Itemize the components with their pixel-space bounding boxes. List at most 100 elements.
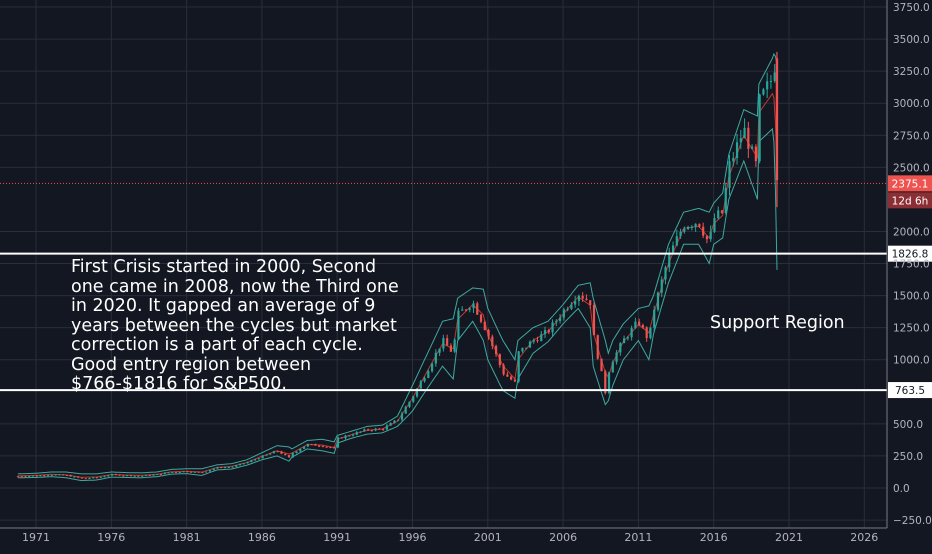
candle-body xyxy=(393,420,396,424)
candle-body xyxy=(656,292,660,310)
candle-body xyxy=(464,309,468,311)
x-tick-label: 1971 xyxy=(22,531,50,544)
candle-body xyxy=(517,351,520,382)
candle-body xyxy=(479,314,483,322)
candle-body xyxy=(366,429,370,431)
candle-body xyxy=(250,460,253,462)
candle-body xyxy=(24,476,27,478)
candle-body xyxy=(528,341,532,348)
y-tick-label: 3500.0 xyxy=(893,34,930,46)
candle-body xyxy=(724,187,727,213)
candle-body xyxy=(148,475,151,477)
candle-body xyxy=(638,321,641,326)
candle-body xyxy=(318,445,321,447)
candle-body xyxy=(622,338,626,344)
candle-body xyxy=(754,146,757,162)
candle-body xyxy=(705,235,709,240)
candle-body xyxy=(77,476,80,478)
candle-body xyxy=(144,475,148,477)
candle-body xyxy=(675,236,678,246)
candle-body xyxy=(430,363,434,372)
candle-body xyxy=(498,354,501,366)
candle-body xyxy=(540,334,543,342)
candle-body xyxy=(615,352,618,363)
candle-body xyxy=(84,478,87,480)
candle-body xyxy=(378,428,381,430)
candle-body xyxy=(769,80,773,82)
candle-body xyxy=(208,469,212,472)
candle-body xyxy=(570,304,573,309)
candle-body xyxy=(743,127,746,139)
candle-body xyxy=(412,396,415,402)
candle-body xyxy=(589,300,592,306)
support-level-tag xyxy=(888,245,932,262)
candle-body xyxy=(758,94,761,162)
candle-body xyxy=(272,451,276,454)
candle-body xyxy=(276,451,279,453)
candle-body xyxy=(423,377,426,382)
candle-body xyxy=(491,336,494,346)
y-tick-label: 250.0 xyxy=(893,451,923,463)
candle-body xyxy=(197,471,200,473)
candle-body xyxy=(182,471,185,473)
candle-body xyxy=(664,267,667,280)
candle-body xyxy=(95,477,99,479)
candle-body xyxy=(385,425,388,430)
candle-body xyxy=(660,279,663,293)
candle-body xyxy=(46,475,50,477)
candle-body xyxy=(227,467,230,469)
candle-body xyxy=(434,352,437,364)
candle-body xyxy=(374,428,377,431)
candle-body xyxy=(122,475,125,477)
y-tick-label: 1750.0 xyxy=(893,259,930,271)
candle-body xyxy=(35,475,38,477)
candle-body xyxy=(238,463,242,466)
support-level-value: 763.5 xyxy=(895,385,925,397)
candle-body xyxy=(351,434,355,436)
candle-body xyxy=(709,231,712,240)
candle-body xyxy=(645,327,648,339)
y-tick-label: 1500.0 xyxy=(893,291,930,303)
candle-body xyxy=(468,308,471,310)
candle-body xyxy=(65,474,68,476)
candle-body xyxy=(562,309,565,318)
candle-body xyxy=(472,303,475,309)
candle-body xyxy=(363,429,366,432)
candle-body xyxy=(344,435,347,439)
support-level-value: 1826.8 xyxy=(892,249,929,261)
current-price-value: 2375.1 xyxy=(892,178,929,190)
candle-body xyxy=(16,476,20,478)
candle-body xyxy=(566,308,569,310)
candle-body xyxy=(600,358,603,372)
candle-body xyxy=(329,446,332,448)
y-tick-label: 3750.0 xyxy=(893,2,930,14)
candle-body xyxy=(494,345,498,355)
candle-body xyxy=(39,475,42,477)
candle-body xyxy=(762,89,765,95)
candle-body xyxy=(212,468,215,470)
candle-body xyxy=(649,327,652,339)
candle-body xyxy=(596,335,599,359)
candle-body xyxy=(521,347,524,352)
candle-body xyxy=(382,428,385,430)
candle-body xyxy=(235,465,238,467)
candle-body xyxy=(400,413,404,420)
candle-body xyxy=(427,371,430,378)
countdown-tag xyxy=(888,192,932,209)
candle-body xyxy=(141,475,144,477)
candle-body xyxy=(543,330,547,335)
candle-body xyxy=(110,474,114,476)
candle-body xyxy=(408,401,411,407)
y-tick-label: 1250.0 xyxy=(893,323,930,335)
candle-body xyxy=(28,475,31,477)
candle-body xyxy=(713,218,716,232)
candle-body xyxy=(694,223,697,227)
lower-band-line xyxy=(17,127,778,482)
candle-body xyxy=(577,295,581,301)
candle-body xyxy=(506,374,509,377)
candle-body xyxy=(555,320,558,323)
x-tick-label: 2021 xyxy=(775,531,803,544)
candle-body xyxy=(442,338,445,349)
